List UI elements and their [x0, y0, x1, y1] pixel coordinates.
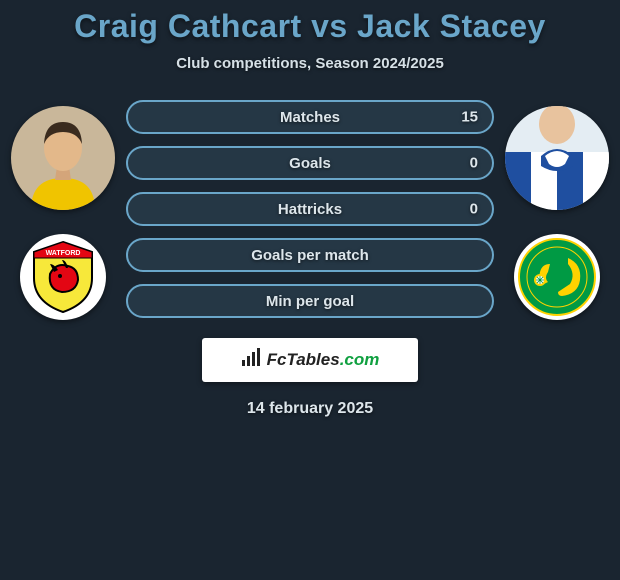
brand-chart-icon [241, 348, 261, 373]
infographic-container: Craig Cathcart vs Jack Stacey Club compe… [0, 0, 620, 418]
left-club-crest: WATFORD [20, 234, 106, 320]
stat-label: Goals per match [251, 247, 369, 264]
svg-text:WATFORD: WATFORD [46, 250, 81, 257]
stat-value: 15 [461, 109, 478, 126]
stat-bar-matches: Matches 15 [126, 100, 494, 134]
stat-label: Goals [289, 155, 331, 172]
stat-bar-min-per-goal: Min per goal [126, 284, 494, 318]
date-label: 14 february 2025 [0, 400, 620, 418]
stat-value: 0 [470, 201, 478, 218]
stat-label: Matches [280, 109, 340, 126]
stat-bar-goals-per-match: Goals per match [126, 238, 494, 272]
stat-bar-goals: Goals 0 [126, 146, 494, 180]
page-title: Craig Cathcart vs Jack Stacey [0, 8, 620, 45]
right-player-column [502, 100, 612, 320]
left-player-avatar [11, 106, 115, 210]
brand-box: FcTables.com [202, 338, 418, 382]
right-club-crest [514, 234, 600, 320]
stat-label: Min per goal [266, 293, 354, 310]
brand-name: FcTables [267, 350, 340, 369]
subtitle: Club competitions, Season 2024/2025 [0, 55, 620, 72]
stat-label: Hattricks [278, 201, 342, 218]
content-row: WATFORD Matches 15 Goals 0 Hattricks 0 [0, 100, 620, 320]
left-player-column: WATFORD [8, 100, 118, 320]
right-player-avatar [505, 106, 609, 210]
stat-bar-hattricks: Hattricks 0 [126, 192, 494, 226]
stats-column: Matches 15 Goals 0 Hattricks 0 Goals per… [118, 100, 502, 318]
stat-value: 0 [470, 155, 478, 172]
brand-tld: .com [340, 350, 380, 369]
